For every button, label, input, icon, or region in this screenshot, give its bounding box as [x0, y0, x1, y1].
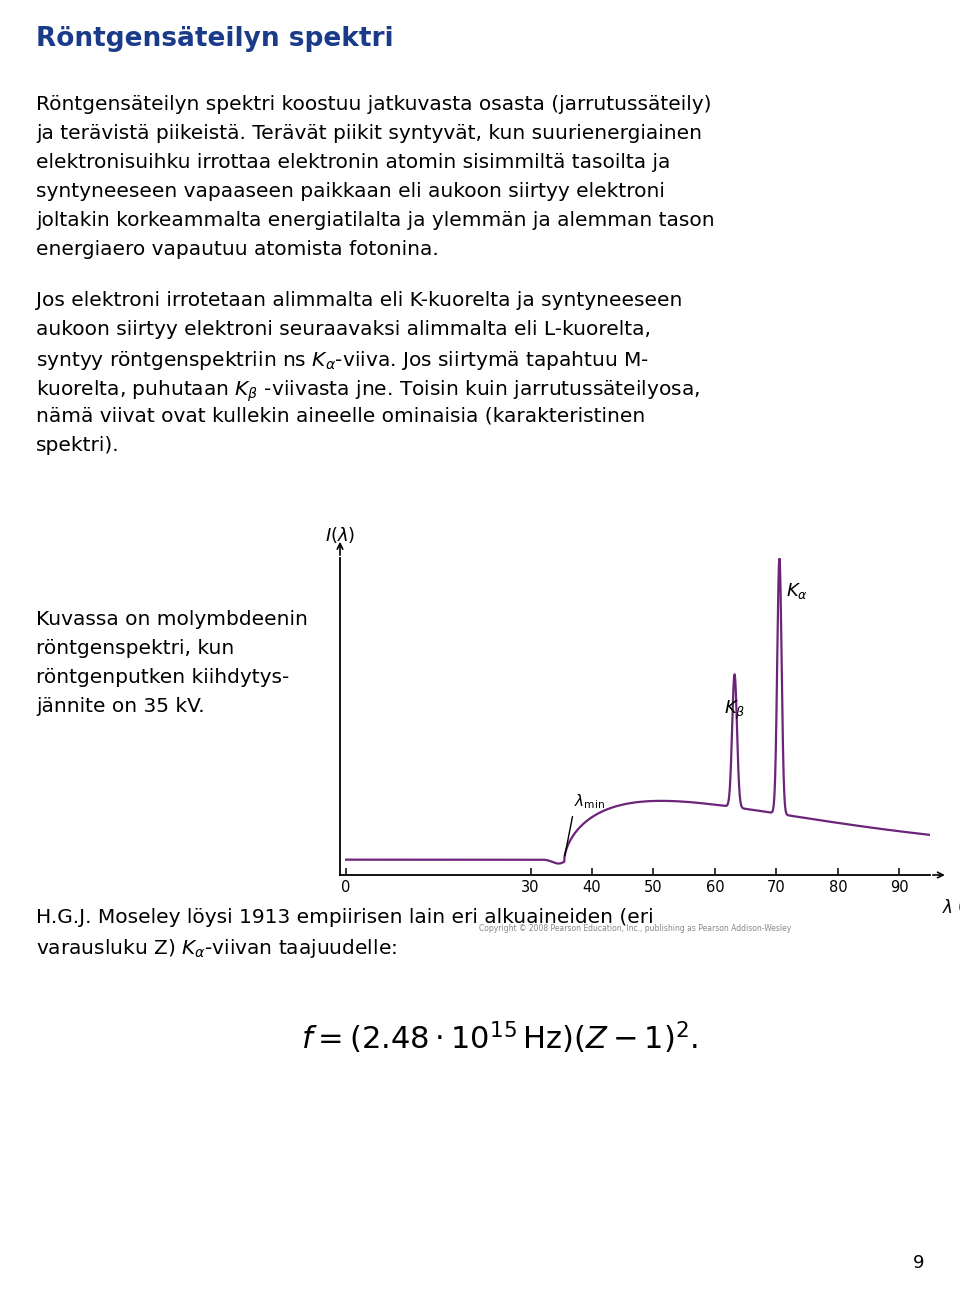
Text: spektri).: spektri).	[36, 436, 120, 455]
Text: aukoon siirtyy elektroni seuraavaksi alimmalta eli L-kuorelta,: aukoon siirtyy elektroni seuraavaksi ali…	[36, 319, 651, 339]
Text: kuorelta, puhutaan $K_{\beta}$ -viivasta jne. Toisin kuin jarrutussäteilyosa,: kuorelta, puhutaan $K_{\beta}$ -viivasta…	[36, 378, 700, 403]
Text: nämä viivat ovat kullekin aineelle ominaisia (karakteristinen: nämä viivat ovat kullekin aineelle omina…	[36, 407, 645, 426]
Text: Röntgensäteilyn spektri koostuu jatkuvasta osasta (jarrutussäteily): Röntgensäteilyn spektri koostuu jatkuvas…	[36, 95, 711, 113]
Text: $\lambda_{\mathrm{min}}$: $\lambda_{\mathrm{min}}$	[564, 793, 605, 855]
Text: röntgenspektri, kun: röntgenspektri, kun	[36, 639, 234, 659]
Text: elektronisuihku irrottaa elektronin atomin sisimmiltä tasoilta ja: elektronisuihku irrottaa elektronin atom…	[36, 153, 670, 172]
Text: Copyright © 2008 Pearson Education, Inc., publishing as Pearson Addison-Wesley: Copyright © 2008 Pearson Education, Inc.…	[479, 925, 791, 934]
Text: syntyneeseen vapaaseen paikkaan eli aukoon siirtyy elektroni: syntyneeseen vapaaseen paikkaan eli auko…	[36, 183, 665, 201]
Text: $I(\lambda)$: $I(\lambda)$	[324, 526, 355, 545]
Text: syntyy röntgenspektriin ns $K_{\alpha}$-viiva. Jos siirtymä tapahtuu M-: syntyy röntgenspektriin ns $K_{\alpha}$-…	[36, 349, 649, 372]
Text: varausluku Z) $K_{\alpha}$-viivan taajuudelle:: varausluku Z) $K_{\alpha}$-viivan taajuu…	[36, 938, 396, 960]
Text: $\lambda$ (pm): $\lambda$ (pm)	[942, 897, 960, 919]
Text: Kuvassa on molymbdeenin: Kuvassa on molymbdeenin	[36, 610, 308, 629]
Text: Röntgensäteilyn spektri: Röntgensäteilyn spektri	[36, 26, 394, 52]
Text: 9: 9	[913, 1254, 924, 1271]
Text: $K_{\alpha}$: $K_{\alpha}$	[785, 582, 807, 601]
Text: Jos elektroni irrotetaan alimmalta eli K-kuorelta ja syntyneeseen: Jos elektroni irrotetaan alimmalta eli K…	[36, 291, 683, 310]
Text: $f = (2.48 \cdot 10^{15}\,\mathrm{Hz})(Z-1)^{2}.$: $f = (2.48 \cdot 10^{15}\,\mathrm{Hz})(Z…	[301, 1020, 699, 1056]
Text: röntgenputken kiihdytys-: röntgenputken kiihdytys-	[36, 668, 289, 687]
Text: ja terävistä piikeistä. Terävät piikit syntyvät, kun suurienergiainen: ja terävistä piikeistä. Terävät piikit s…	[36, 124, 702, 143]
Text: joltakin korkeammalta energiatilalta ja ylemmän ja alemman tason: joltakin korkeammalta energiatilalta ja …	[36, 211, 714, 230]
Text: jännite on 35 kV.: jännite on 35 kV.	[36, 698, 204, 716]
Text: H.G.J. Moseley löysi 1913 empiirisen lain eri alkuaineiden (eri: H.G.J. Moseley löysi 1913 empiirisen lai…	[36, 908, 654, 927]
Text: $K_{\beta}$: $K_{\beta}$	[724, 699, 746, 721]
Text: energiaero vapautuu atomista fotonina.: energiaero vapautuu atomista fotonina.	[36, 240, 439, 259]
